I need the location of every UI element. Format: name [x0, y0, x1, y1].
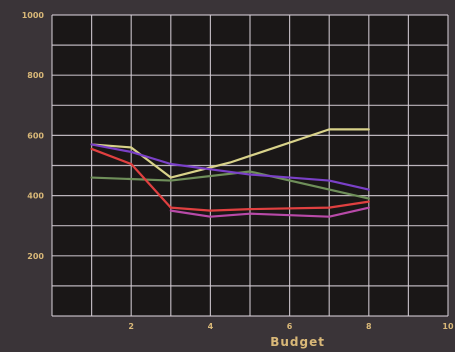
x-tick-label: 6	[287, 322, 293, 331]
y-tick-label: 200	[27, 252, 44, 261]
series-line-3	[90, 143, 370, 191]
x-axis-ticks: 2 4 6 8 10	[128, 322, 454, 331]
series-line-2	[90, 170, 370, 200]
y-tick-label: 800	[27, 71, 44, 80]
y-tick-label: 400	[27, 192, 44, 201]
series-line-4	[90, 147, 370, 212]
x-tick-label: 4	[208, 322, 214, 331]
x-tick-label: 8	[366, 322, 372, 331]
grid	[51, 14, 449, 317]
y-tick-label: 1000	[22, 11, 45, 20]
x-tick-label: 10	[442, 322, 454, 331]
series-lines	[90, 128, 370, 218]
y-tick-label: 600	[27, 131, 44, 140]
x-tick-label: 2	[128, 322, 134, 331]
series-line-1	[90, 128, 370, 179]
x-axis-label: Budget	[270, 335, 325, 349]
series-line-5	[169, 206, 370, 218]
y-axis-ticks: 200 400 600 800 1000	[22, 11, 45, 261]
